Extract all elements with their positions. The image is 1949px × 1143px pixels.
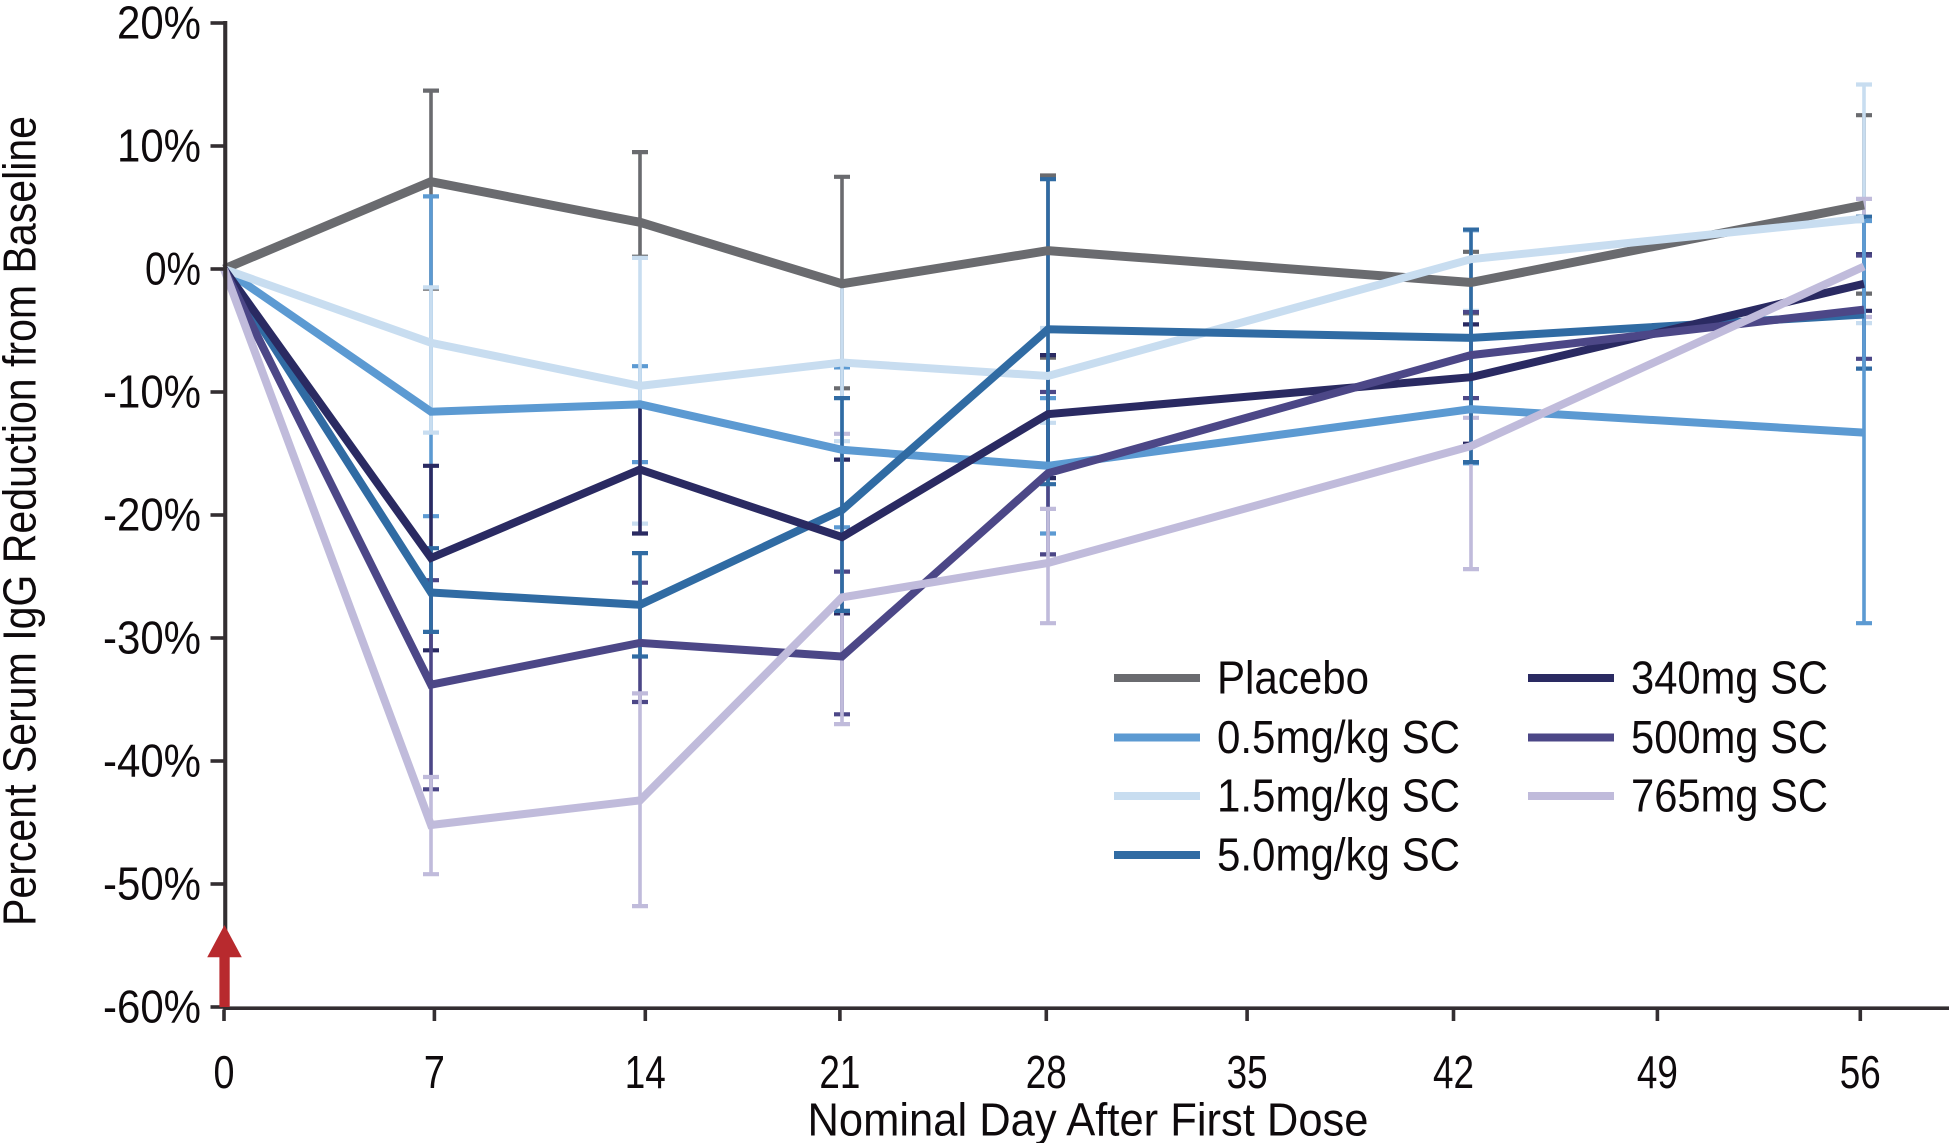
svg-text:-20%: -20%: [103, 489, 201, 541]
svg-text:Nominal Day After First Dose: Nominal Day After First Dose: [808, 1094, 1369, 1143]
svg-text:-50%: -50%: [103, 858, 201, 910]
svg-text:-60%: -60%: [103, 981, 201, 1033]
svg-text:340mg SC: 340mg SC: [1631, 652, 1828, 704]
svg-text:5.0mg/kg SC: 5.0mg/kg SC: [1217, 829, 1460, 881]
svg-text:10%: 10%: [117, 120, 201, 172]
svg-text:20%: 20%: [117, 0, 201, 49]
svg-text:-10%: -10%: [103, 366, 201, 418]
svg-text:-40%: -40%: [103, 735, 201, 787]
svg-text:-30%: -30%: [103, 612, 201, 664]
svg-text:21: 21: [819, 1046, 860, 1098]
svg-text:7: 7: [424, 1046, 445, 1098]
svg-text:765mg SC: 765mg SC: [1631, 770, 1828, 822]
svg-text:42: 42: [1433, 1046, 1474, 1098]
svg-text:500mg SC: 500mg SC: [1631, 711, 1828, 763]
svg-text:56: 56: [1840, 1046, 1881, 1098]
svg-text:49: 49: [1637, 1046, 1678, 1098]
svg-text:14: 14: [625, 1046, 666, 1098]
svg-text:Placebo: Placebo: [1217, 652, 1369, 704]
svg-text:0%: 0%: [145, 243, 201, 295]
svg-text:0: 0: [214, 1046, 235, 1098]
svg-text:1.5mg/kg SC: 1.5mg/kg SC: [1217, 770, 1460, 822]
svg-text:0.5mg/kg SC: 0.5mg/kg SC: [1217, 711, 1460, 763]
svg-text:Percent Serum IgG Reduction fr: Percent Serum IgG Reduction from Baselin…: [0, 116, 46, 926]
svg-text:28: 28: [1026, 1046, 1067, 1098]
svg-text:35: 35: [1227, 1046, 1268, 1098]
